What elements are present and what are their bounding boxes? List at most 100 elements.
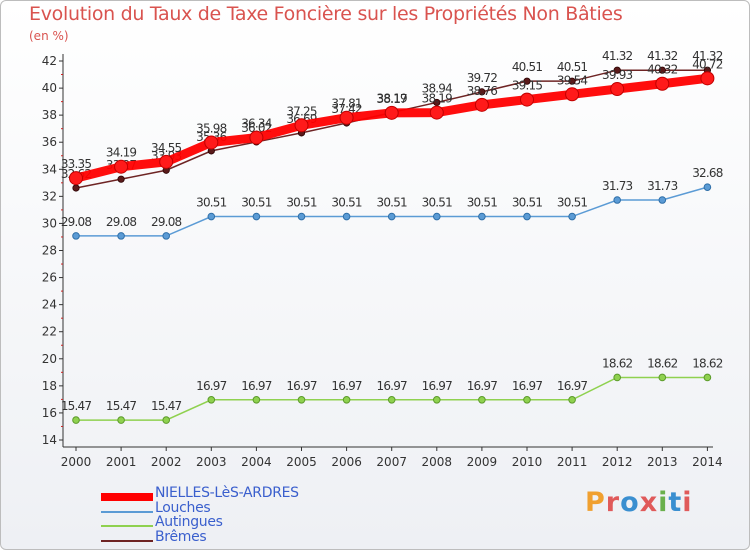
point-louches (433, 212, 441, 221)
y-tick-label: 24 (42, 298, 57, 312)
x-tick-label: 2001 (106, 455, 137, 469)
point-nielles (249, 130, 264, 145)
point-louches (342, 212, 351, 221)
data-label-autingues: 15.47 (151, 399, 182, 413)
data-label-bremes: 39.72 (467, 71, 498, 85)
y-tick-label: 34 (42, 162, 57, 176)
point-autingues (387, 395, 396, 404)
point-autingues (252, 395, 261, 404)
point-nielles (204, 135, 219, 150)
data-label-louches: 32.68 (692, 166, 723, 180)
point-autingues (523, 395, 531, 404)
point-autingues (342, 395, 351, 404)
data-label-louches: 30.51 (557, 196, 588, 210)
legend-label: NIELLES-LèS-ARDRES (155, 485, 299, 501)
data-label-autingues: 16.97 (377, 379, 408, 393)
data-label-autingues: 16.97 (196, 379, 227, 393)
y-tick-label: 36 (42, 135, 57, 149)
point-nielles (114, 159, 129, 174)
point-bremes (613, 66, 621, 74)
data-label-bremes: 38.94 (422, 81, 453, 95)
data-label-louches: 29.08 (61, 215, 92, 229)
point-nielles (520, 92, 534, 107)
point-autingues (72, 416, 80, 424)
point-nielles (610, 82, 625, 97)
data-label-autingues: 18.62 (692, 356, 723, 370)
data-label-louches: 30.51 (286, 196, 317, 210)
logo-letter: t (668, 487, 683, 518)
x-tick-label: 2014 (692, 455, 723, 469)
data-label-autingues: 15.47 (106, 399, 137, 413)
point-autingues (433, 395, 441, 404)
x-tick-label: 2013 (647, 455, 678, 469)
point-autingues (162, 416, 170, 424)
legend-label: Louches (155, 500, 211, 516)
point-louches (658, 196, 667, 204)
logo-letter: i (658, 487, 669, 518)
data-label-autingues: 18.62 (647, 356, 678, 370)
point-bremes (568, 77, 576, 85)
logo-letter: r (605, 487, 621, 518)
data-label-nielles: 38.76 (467, 84, 498, 98)
point-nielles (565, 87, 580, 102)
point-louches (387, 212, 396, 221)
data-label-louches: 30.51 (467, 196, 498, 210)
point-louches (613, 196, 622, 204)
point-nielles (429, 105, 444, 120)
point-nielles (339, 110, 354, 125)
chart-title: Evolution du Taux de Taxe Foncière sur l… (29, 3, 623, 25)
legend-swatch (101, 525, 153, 527)
point-autingues (658, 373, 667, 382)
data-label-louches: 30.51 (422, 196, 453, 210)
point-autingues (478, 395, 486, 404)
data-label-autingues: 16.97 (557, 379, 588, 393)
data-label-louches: 29.08 (151, 215, 182, 229)
data-label-autingues: 16.97 (422, 379, 453, 393)
point-bremes (72, 184, 80, 192)
data-label-nielles: 40.72 (692, 57, 723, 71)
point-nielles (159, 154, 174, 169)
legend-swatch (101, 540, 153, 542)
point-nielles (474, 97, 489, 112)
data-label-nielles: 39.54 (557, 73, 588, 87)
x-tick-label: 2011 (557, 455, 588, 469)
point-louches (568, 212, 576, 221)
point-nielles (700, 71, 715, 86)
data-label-nielles: 35.98 (196, 121, 227, 135)
data-label-nielles: 36.34 (241, 117, 272, 131)
point-bremes (478, 88, 486, 96)
data-label-bremes: 41.32 (647, 49, 678, 63)
data-label-louches: 30.51 (377, 196, 408, 210)
data-label-autingues: 16.97 (331, 379, 362, 393)
point-bremes (658, 66, 666, 74)
point-autingues (297, 395, 306, 404)
data-label-bremes: 40.51 (512, 60, 543, 74)
data-label-nielles: 40.32 (647, 63, 678, 77)
point-louches (478, 212, 486, 221)
data-label-autingues: 18.62 (602, 356, 633, 370)
data-label-louches: 30.51 (196, 196, 227, 210)
y-tick-label: 16 (42, 406, 57, 420)
point-autingues (117, 416, 125, 424)
data-label-louches: 31.73 (647, 179, 678, 193)
y-tick-label: 26 (42, 271, 57, 285)
data-label-nielles: 34.19 (106, 146, 137, 160)
data-label-nielles: 39.15 (512, 79, 543, 93)
data-label-autingues: 16.97 (286, 379, 317, 393)
data-label-nielles: 34.55 (151, 141, 182, 155)
data-label-louches: 30.51 (512, 196, 543, 210)
point-autingues (613, 373, 622, 382)
legend-label: Autingues (155, 514, 223, 530)
point-nielles (655, 76, 670, 91)
point-nielles (294, 118, 309, 133)
data-label-autingues: 16.97 (241, 379, 272, 393)
data-label-nielles: 39.93 (602, 68, 633, 82)
y-tick-label: 32 (42, 189, 57, 203)
point-bremes (117, 175, 125, 183)
data-label-nielles: 33.35 (61, 157, 92, 171)
point-louches (117, 232, 125, 240)
legend-swatch (101, 511, 153, 513)
x-tick-label: 2010 (512, 455, 543, 469)
point-autingues (703, 373, 712, 382)
